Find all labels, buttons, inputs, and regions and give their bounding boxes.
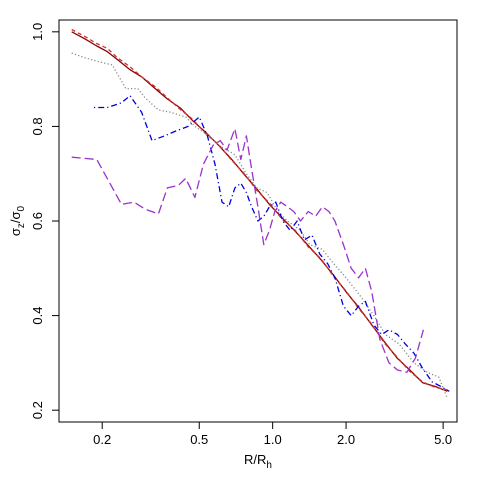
x-tick-label: 5.0	[434, 432, 452, 447]
x-tick-label: 0.2	[93, 432, 111, 447]
y-axis-label-p2: /σ	[8, 211, 23, 223]
y-axis-label-p1: σ	[8, 228, 23, 236]
series-line-2	[71, 28, 448, 391]
y-tick-label: 1.0	[30, 23, 45, 41]
x-axis-label-main: R/R	[244, 452, 266, 467]
y-axis: 0.2 0.4 0.6 0.8 1.0	[30, 23, 59, 419]
y-axis-label-s2: 0	[16, 205, 27, 211]
y-axis-label: σz/σ0	[8, 205, 27, 236]
series-line-4	[94, 95, 450, 392]
y-tick-label: 0.8	[30, 117, 45, 135]
y-tick-label: 0.4	[30, 307, 45, 325]
x-tick-label: 1.0	[264, 432, 282, 447]
series-line-1	[71, 31, 448, 392]
series-group	[71, 28, 450, 399]
series-line-5	[71, 128, 425, 373]
y-tick-label: 0.2	[30, 401, 45, 419]
x-tick-label: 2.0	[337, 432, 355, 447]
series-line-3	[71, 52, 448, 399]
x-axis-label-sub: h	[266, 460, 272, 471]
y-tick-label: 0.6	[30, 212, 45, 230]
x-tick-label: 0.5	[190, 432, 208, 447]
y-axis-label-s1: z	[16, 223, 27, 228]
x-axis-label: R/Rh	[244, 452, 272, 471]
x-axis: 0.2 0.5 1.0 2.0 5.0	[93, 422, 452, 447]
